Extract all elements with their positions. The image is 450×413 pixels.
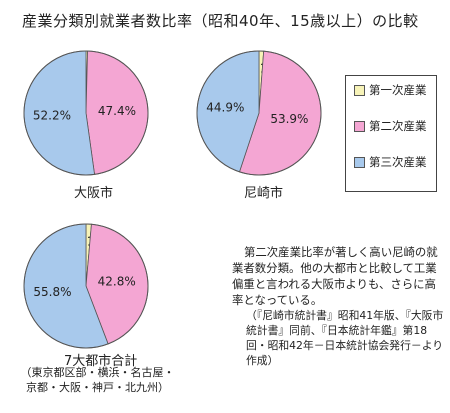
legend: 第一次産業 第二次産業 第三次産業 [345, 75, 437, 192]
pie-osaka: 0.4%47.4%52.2% [23, 50, 149, 176]
legend-swatch-primary [354, 85, 365, 96]
chart-subtitle-line-1: （東京都区部・横浜・名古屋・ [20, 366, 175, 379]
pie-value-label-osaka-tertiary: 52.2% [33, 108, 71, 122]
legend-label-tertiary: 第三次産業 [369, 155, 427, 169]
description-note: 第二次産業比率が著しく高い尼崎の就業者数分類。他の大都市と比較して工業偏重と言わ… [232, 244, 444, 308]
legend-label-secondary: 第二次産業 [369, 119, 427, 133]
chart-title-amagasaki: 尼崎市 [244, 186, 284, 201]
legend-swatch-tertiary [354, 157, 365, 168]
pie-amagasaki: 1.2%53.9%44.9% [196, 50, 322, 176]
pie-outline-osaka [23, 50, 149, 176]
description-text: 第二次産業比率が著しく高い尼崎の就業者数分類。他の大都市と比較して工業偏重と言わ… [232, 245, 438, 307]
pie-outline-seven-cities [23, 223, 149, 349]
pie-value-label-amagasaki-secondary: 53.9% [270, 112, 308, 126]
pie-outline-amagasaki [196, 50, 322, 176]
chart-subtitle-line-2: 京都・大阪・神戸・北九州） [26, 381, 169, 394]
page-title: 産業分類別就業者数比率（昭和40年、15歳以上）の比較 [22, 12, 419, 30]
pie-value-label-osaka-secondary: 47.4% [98, 104, 136, 118]
chart-title-seven-cities: 7大都市合計 [64, 354, 138, 369]
legend-label-primary: 第一次産業 [369, 83, 427, 97]
pie-seven-cities: 1.4%42.8%55.8% [23, 223, 149, 349]
pie-value-label-seven-cities-secondary: 42.8% [98, 275, 136, 289]
source-citation: （『尼崎市統計書』昭和41年版、『大阪市統計書』同前、『日本統計年鑑』第18回・… [246, 309, 444, 367]
pie-value-label-seven-cities-tertiary: 55.8% [33, 285, 71, 299]
chart-title-osaka: 大阪市 [74, 186, 114, 201]
legend-swatch-secondary [354, 121, 365, 132]
pie-value-label-amagasaki-tertiary: 44.9% [206, 101, 244, 115]
